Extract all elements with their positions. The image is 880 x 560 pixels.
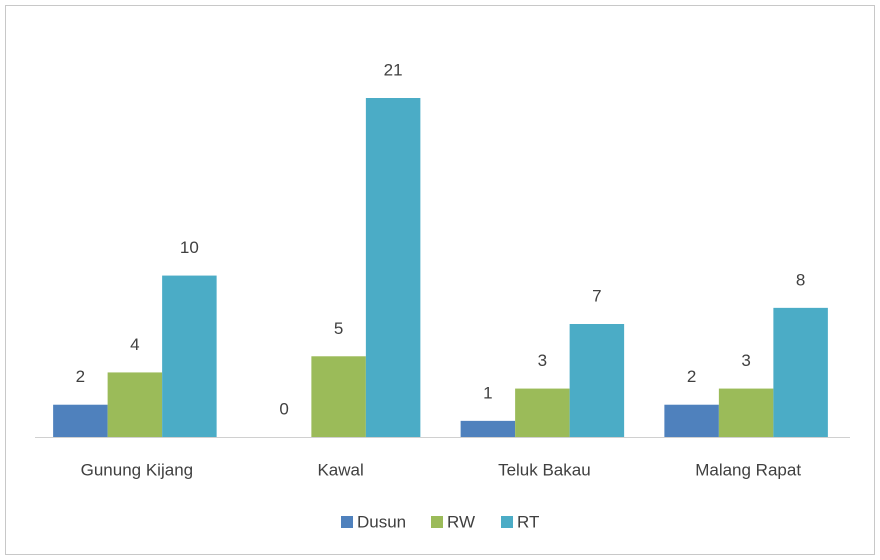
chart-frame xyxy=(5,5,875,555)
data-label: 5 xyxy=(334,319,343,338)
data-label: 4 xyxy=(130,335,139,354)
bar xyxy=(515,388,570,437)
data-label: 7 xyxy=(592,286,601,305)
x-tick-label: Teluk Bakau xyxy=(498,460,591,479)
legend-swatch xyxy=(431,516,443,528)
data-label: 8 xyxy=(796,270,805,289)
data-label: 3 xyxy=(741,351,750,370)
bar xyxy=(773,307,828,437)
bar xyxy=(107,372,163,437)
bar xyxy=(569,324,625,437)
data-label: 1 xyxy=(483,383,492,402)
data-label: 10 xyxy=(180,238,199,257)
bar xyxy=(53,404,108,437)
x-tick-label: Kawal xyxy=(317,460,363,479)
bar xyxy=(365,98,421,437)
bar xyxy=(718,388,774,437)
bar xyxy=(460,420,516,437)
data-label: 3 xyxy=(538,351,547,370)
bar xyxy=(311,356,366,437)
data-label: 0 xyxy=(279,399,288,418)
x-tick-label: Gunung Kijang xyxy=(81,460,193,479)
data-label: 21 xyxy=(384,60,403,79)
legend-swatch xyxy=(341,516,353,528)
data-label: 2 xyxy=(687,367,696,386)
data-label: 2 xyxy=(76,367,85,386)
legend-label: Dusun xyxy=(357,512,406,531)
legend-label: RT xyxy=(517,512,539,531)
bar xyxy=(664,404,719,437)
bar xyxy=(162,275,217,437)
x-tick-label: Malang Rapat xyxy=(695,460,801,479)
legend-swatch xyxy=(501,516,513,528)
legend-label: RW xyxy=(447,512,475,531)
